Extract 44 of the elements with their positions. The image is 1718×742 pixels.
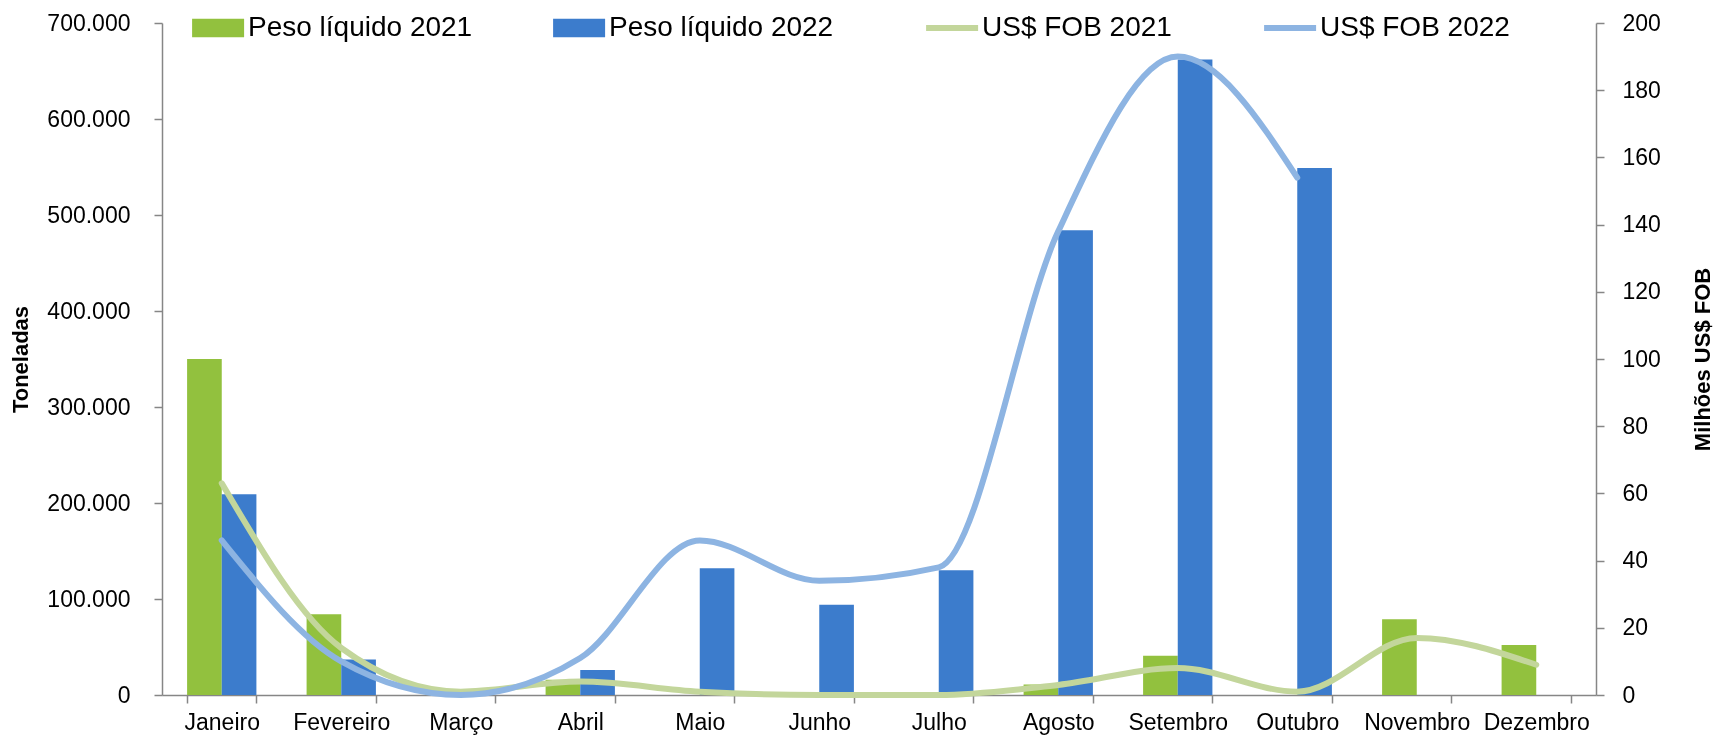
bar xyxy=(819,604,854,695)
y2-tick-label: 60 xyxy=(1622,479,1649,506)
legend-label: Peso líquido 2022 xyxy=(609,11,834,42)
bar xyxy=(1297,167,1332,695)
legend-label: US$ FOB 2021 xyxy=(982,11,1172,42)
bar xyxy=(187,359,222,695)
x-tick-label: Agosto xyxy=(1022,708,1095,735)
y2-tick-label: 140 xyxy=(1622,211,1661,238)
x-tick-label: Julho xyxy=(911,708,967,735)
x-tick-label: Setembro xyxy=(1128,708,1229,735)
bar xyxy=(1058,230,1093,695)
x-tick-label: Março xyxy=(429,708,494,735)
y2-tick-label: 120 xyxy=(1622,278,1661,305)
x-tick-label: Fevereiro xyxy=(293,708,391,735)
y-tick-label: 600.000 xyxy=(47,105,131,132)
y2-tick-label: 40 xyxy=(1622,547,1649,574)
y-tick-label: 500.000 xyxy=(47,201,131,228)
y2-tick-label: 180 xyxy=(1622,76,1661,103)
y-tick-label: 0 xyxy=(117,681,131,708)
y2-tick-label: 100 xyxy=(1622,345,1661,372)
y-tick-label: 100.000 xyxy=(47,585,131,612)
y-axis-title: Toneladas xyxy=(8,305,34,414)
y2-tick-label: 200 xyxy=(1622,9,1661,36)
y2-tick-label: 0 xyxy=(1622,681,1636,708)
x-tick-label: Janeiro xyxy=(184,708,260,735)
y-tick-label: 200.000 xyxy=(47,489,131,516)
x-tick-label: Outubro xyxy=(1256,708,1340,735)
bar xyxy=(938,570,974,695)
legend-label: US$ FOB 2022 xyxy=(1320,11,1510,42)
legend-label: Peso líquido 2021 xyxy=(248,11,473,42)
x-tick-label: Junho xyxy=(788,708,852,735)
bar xyxy=(1382,619,1417,695)
y2-tick-label: 80 xyxy=(1622,412,1649,439)
x-tick-label: Maio xyxy=(675,708,726,735)
y-tick-label: 700.000 xyxy=(47,9,131,36)
x-tick-label: Novembro xyxy=(1364,708,1471,735)
y-tick-label: 400.000 xyxy=(47,297,131,324)
y-tick-label: 300.000 xyxy=(47,393,131,420)
x-tick-label: Abril xyxy=(557,708,604,735)
y2-tick-label: 20 xyxy=(1622,614,1649,641)
y2-axis-title: Milhões US$ FOB xyxy=(1689,267,1715,452)
bar xyxy=(1177,59,1213,695)
y2-tick-label: 160 xyxy=(1622,143,1661,170)
x-tick-label: Dezembro xyxy=(1483,708,1590,735)
